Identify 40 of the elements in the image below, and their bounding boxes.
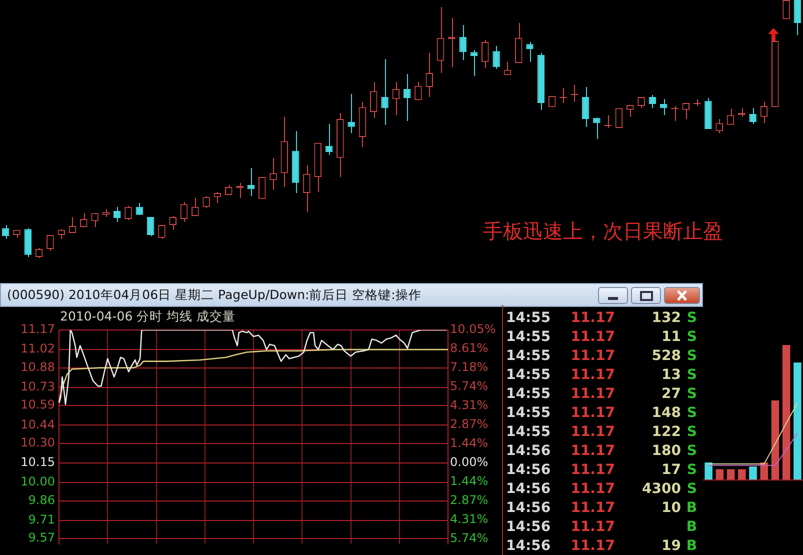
text: 14:55 11.17 27 S: [506, 386, 697, 402]
y2-tick-label: 10.05%: [450, 322, 496, 336]
chart-title: (000590) 2010年04月06日 星期二 PageUp/Down:前后日 空格键:操作: [7, 287, 422, 304]
y-tick-label: 11.02: [20, 342, 55, 356]
y-tick-label: 10.30: [20, 436, 55, 450]
annotation: 手板迅速上，次日果断止盈: [483, 219, 723, 244]
text: 14:56 11.17 B: [506, 519, 697, 535]
y2-tick-label: 1.44%: [450, 436, 488, 450]
text: 14:55 11.17 528 S: [506, 348, 697, 364]
text: 14:56 11.17 180 S: [506, 443, 697, 459]
y2-tick-label: 8.61%: [450, 341, 488, 356]
y2-tick-label: 4.31%: [450, 512, 488, 526]
y2-tick-label: 0.00%: [450, 455, 488, 470]
text: 14:55 11.17 148 S: [506, 405, 697, 421]
y2-tick-label: 7.18%: [450, 360, 488, 374]
text: 14:55 11.17 132 S: [506, 310, 697, 326]
y-tick-label: 10.59: [20, 398, 55, 412]
y2-tick-label: 5.74%: [450, 379, 488, 394]
chart-subtitle: 2010-04-06 分时 均线 成交量: [60, 308, 236, 324]
text: 14:55 11.17 13 S: [506, 367, 697, 383]
y-tick-label: 9.57: [28, 530, 55, 545]
y2-tick-label: 1.44%: [450, 474, 488, 488]
y-tick-label: 11.17: [20, 322, 55, 336]
y-tick-label: 10.44: [20, 417, 55, 432]
y-tick-label: 10.88: [20, 360, 55, 374]
y2-tick-label: 2.87%: [450, 417, 488, 432]
y2-tick-label: 5.74%: [450, 531, 488, 546]
text: 14:55 11.17 122 S: [506, 424, 697, 440]
y2-tick-label: 4.31%: [450, 398, 488, 412]
text: 14:56 11.17 19 B: [506, 538, 697, 554]
text: 14:56 11.17 4300 S: [506, 481, 697, 497]
text: 14:55 11.17 11 S: [506, 329, 697, 345]
y-tick-label: 10.00: [20, 474, 55, 489]
y-tick-label: 9.86: [28, 492, 55, 507]
text: 14:56 11.17 10 B: [506, 500, 697, 516]
y2-tick-label: 2.87%: [450, 493, 488, 508]
y-tick-label: 10.15: [20, 455, 55, 470]
y-tick-label: 10.73: [20, 379, 55, 394]
y-tick-label: 9.71: [28, 512, 55, 526]
text: 14:56 11.17 17 S: [506, 462, 697, 478]
